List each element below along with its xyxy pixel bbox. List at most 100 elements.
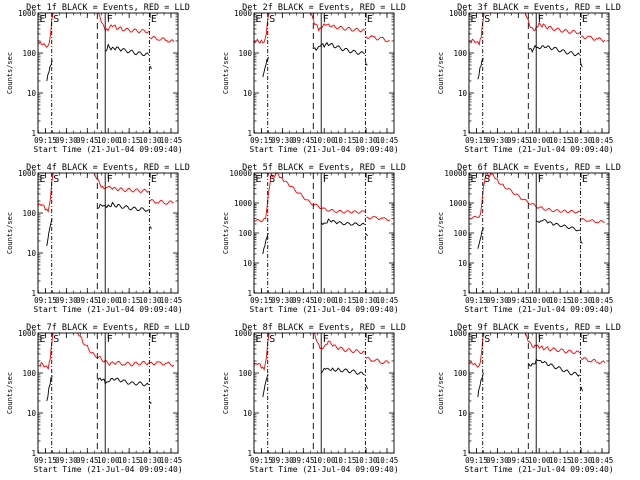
- plot-frame: [468, 332, 610, 454]
- events-series-line: [46, 218, 53, 247]
- detector-panel-2: Det 2f BLACK = Events, RED = LLD Counts/s…: [222, 3, 406, 154]
- y-tick-label: 1: [247, 129, 252, 138]
- marker-label: S: [269, 174, 275, 185]
- lld-series-line: [469, 173, 580, 220]
- lld-series-line: [524, 13, 581, 35]
- panel-title: Det 9f BLACK = Events, RED = LLD: [457, 323, 621, 333]
- marker-label: E: [151, 14, 157, 25]
- lld-series-line: [580, 217, 605, 224]
- x-tick-label: 10:30: [570, 456, 593, 465]
- y-tick-label: 10: [458, 259, 468, 268]
- x-axis-label: Start Time (21-Jul-04 09:09:40): [464, 465, 613, 474]
- x-tick-label: 09:45: [507, 456, 530, 465]
- x-tick-label: 09:45: [507, 136, 530, 145]
- x-tick-label: 10:30: [570, 296, 593, 305]
- marker-label: E: [582, 174, 588, 185]
- marker-label: E: [256, 14, 262, 25]
- detector-panel-3: Det 3f BLACK = Events, RED = LLD Counts/s…: [437, 3, 621, 154]
- events-series-line: [148, 400, 152, 404]
- x-tick-label: 10:30: [355, 456, 378, 465]
- x-axis-label: Start Time (21-Jul-04 09:09:40): [33, 465, 182, 474]
- events-series-line: [536, 218, 580, 232]
- events-series-line: [365, 233, 368, 237]
- x-tick-label: 09:15: [465, 136, 488, 145]
- x-tick-label: 10:00: [313, 136, 336, 145]
- y-tick-label: 10000: [444, 169, 467, 178]
- y-axis-label: Counts/sec: [437, 212, 445, 254]
- lld-series-line: [314, 333, 365, 355]
- x-tick-label: 10:45: [160, 456, 183, 465]
- marker-label: E: [256, 174, 262, 185]
- y-tick-label: 10: [27, 89, 37, 98]
- x-tick-label: 10:30: [355, 296, 378, 305]
- y-tick-label: 1000: [234, 9, 253, 18]
- events-series-line: [321, 367, 365, 376]
- x-tick-label: 09:15: [465, 296, 488, 305]
- marker-label: S: [269, 334, 275, 345]
- series-group: [254, 333, 390, 398]
- x-tick-label: 09:15: [250, 456, 273, 465]
- panel-title: Det 6f BLACK = Events, RED = LLD: [457, 163, 621, 173]
- y-axis-label: Counts/sec: [437, 52, 445, 94]
- detector-panel-4: Det 4f BLACK = Events, RED = LLD Counts/s…: [6, 163, 190, 314]
- y-axis-label: Counts/sec: [6, 52, 14, 94]
- plot-frame: [253, 332, 395, 454]
- detector-panel-9: Det 9f BLACK = Events, RED = LLD Counts/s…: [437, 323, 621, 474]
- x-tick-label: 09:45: [507, 296, 530, 305]
- y-axis-label: Counts/sec: [437, 372, 445, 414]
- x-axis-label: Start Time (21-Jul-04 09:09:40): [249, 145, 398, 154]
- x-tick-label: 10:00: [528, 296, 551, 305]
- x-tick-label: 09:30: [55, 296, 78, 305]
- x-tick-label: 10:15: [118, 296, 141, 305]
- marker-label: E: [471, 14, 477, 25]
- lld-series-line: [524, 333, 581, 355]
- y-tick-label: 1: [462, 129, 467, 138]
- plot-frame: [253, 172, 395, 294]
- marker-label: F: [107, 14, 113, 25]
- marker-label: S: [484, 174, 490, 185]
- x-tick-label: 10:30: [139, 456, 162, 465]
- y-tick-label: 10: [243, 89, 253, 98]
- x-tick-label: 10:15: [118, 136, 141, 145]
- y-tick-label: 1: [462, 289, 467, 298]
- x-tick-label: 10:00: [313, 296, 336, 305]
- marker-label: F: [107, 334, 113, 345]
- lld-series-line: [98, 13, 150, 34]
- events-series-line: [262, 374, 269, 398]
- events-series-line: [46, 60, 53, 82]
- events-series-line: [262, 232, 269, 255]
- y-tick-label: 1: [31, 129, 36, 138]
- y-tick-label: 10000: [229, 169, 252, 178]
- marker-label: E: [367, 14, 373, 25]
- y-tick-label: 1: [31, 289, 36, 298]
- plot-frame: [468, 172, 610, 294]
- x-tick-label: 10:15: [334, 296, 357, 305]
- y-tick-label: 100: [22, 209, 36, 218]
- x-axis-label: Start Time (21-Jul-04 09:09:40): [33, 145, 182, 154]
- y-axis-label: Counts/sec: [222, 52, 230, 94]
- marker-label: F: [323, 14, 329, 25]
- x-tick-label: 09:45: [292, 456, 315, 465]
- x-axis-label: Start Time (21-Jul-04 09:09:40): [249, 305, 398, 314]
- marker-label: F: [538, 174, 544, 185]
- marker-label: F: [323, 334, 329, 345]
- detector-panel-8: Det 8f BLACK = Events, RED = LLD Counts/s…: [222, 323, 406, 474]
- lld-series-line: [149, 35, 175, 43]
- panel-title: Det 8f BLACK = Events, RED = LLD: [242, 323, 406, 333]
- y-tick-label: 10: [27, 249, 37, 258]
- lld-series-line: [309, 13, 365, 33]
- lld-series-line: [469, 333, 485, 368]
- lld-series-line: [365, 35, 390, 43]
- y-tick-label: 1000: [449, 199, 468, 208]
- marker-label: S: [53, 174, 59, 185]
- marker-label: E: [471, 334, 477, 345]
- x-tick-label: 10:30: [570, 136, 593, 145]
- events-series-line: [46, 375, 53, 402]
- marker-label: E: [582, 14, 588, 25]
- y-tick-label: 1000: [18, 169, 37, 178]
- marker-label: E: [40, 14, 46, 25]
- y-axis-label: Counts/sec: [6, 212, 14, 254]
- events-series-line: [364, 61, 368, 66]
